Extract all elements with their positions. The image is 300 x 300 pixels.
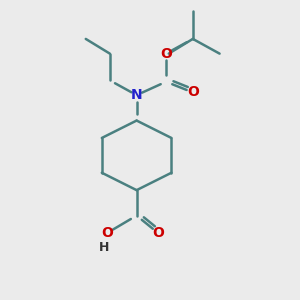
Text: N: N bbox=[131, 88, 142, 102]
Text: O: O bbox=[152, 226, 164, 240]
Text: O: O bbox=[101, 226, 113, 240]
Text: H: H bbox=[99, 241, 110, 254]
Text: O: O bbox=[160, 46, 172, 61]
Text: O: O bbox=[187, 85, 199, 99]
